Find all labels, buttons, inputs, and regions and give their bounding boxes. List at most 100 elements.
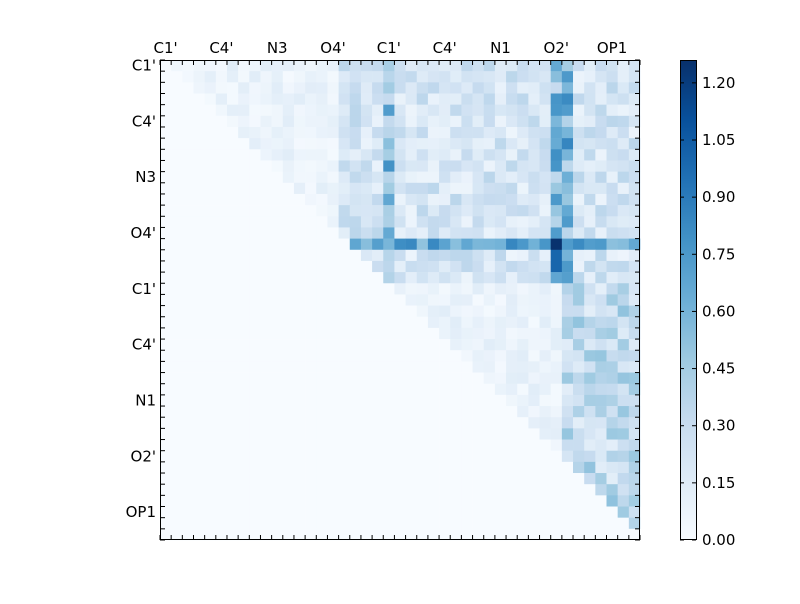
heatmap-cell: [439, 417, 451, 429]
heatmap-cell: [226, 294, 239, 306]
heatmap-cell: [573, 305, 585, 318]
heatmap-cell: [204, 193, 217, 206]
heatmap-cell: [595, 406, 607, 418]
heatmap-cell: [249, 473, 261, 485]
heatmap-cell: [383, 182, 395, 195]
heatmap-cell: [494, 60, 507, 72]
heatmap-cell: [617, 104, 630, 117]
heatmap-cell: [316, 160, 328, 172]
heatmap-cell: [550, 361, 563, 373]
heatmap-cell: [550, 428, 563, 440]
heatmap-cell: [160, 339, 172, 351]
heatmap-cell: [472, 283, 485, 295]
heatmap-cell: [238, 473, 250, 485]
heatmap-cell: [472, 339, 485, 351]
heatmap-cell: [628, 238, 641, 251]
heatmap-cell: [349, 528, 362, 541]
heatmap-cell: [606, 461, 618, 474]
heatmap-cell: [405, 394, 418, 407]
heatmap-cell: [494, 316, 507, 329]
heatmap-cell: [561, 406, 574, 418]
heatmap-cell: [439, 126, 451, 139]
heatmap-cell: [327, 383, 339, 396]
heatmap-cell: [528, 339, 540, 351]
heatmap-cell: [617, 495, 630, 507]
heatmap-cell: [293, 495, 306, 507]
heatmap-cell: [628, 372, 641, 385]
y-tick-label: C4': [132, 112, 156, 130]
heatmap-cell: [606, 327, 618, 340]
heatmap-cell: [182, 71, 194, 83]
heatmap-cell: [450, 71, 462, 83]
heatmap-cell: [606, 294, 618, 306]
heatmap-cell: [349, 316, 362, 329]
heatmap-cell: [517, 227, 529, 239]
heatmap-cell: [483, 160, 496, 172]
heatmap-cell: [305, 372, 317, 385]
heatmap-cell: [316, 227, 328, 239]
heatmap-cell: [416, 528, 429, 541]
heatmap-cell: [327, 450, 339, 463]
heatmap-cell: [193, 461, 205, 474]
heatmap-cell: [215, 394, 228, 407]
heatmap-cell: [360, 283, 373, 295]
heatmap-cell: [293, 394, 306, 407]
heatmap-cell: [528, 126, 540, 139]
heatmap-cell: [327, 272, 339, 284]
heatmap-cell: [573, 171, 585, 184]
heatmap-cell: [617, 294, 630, 306]
heatmap-cell: [550, 305, 563, 318]
heatmap-cell: [249, 506, 261, 518]
heatmap-cell: [394, 193, 406, 206]
heatmap-cell: [338, 528, 351, 541]
heatmap-cell: [372, 149, 384, 161]
heatmap-cell: [282, 361, 295, 373]
heatmap-cell: [472, 238, 485, 251]
heatmap-cell: [416, 193, 429, 206]
heatmap-cell: [182, 339, 194, 351]
heatmap-cell: [450, 394, 462, 407]
heatmap-cell: [506, 372, 518, 385]
heatmap-cell: [628, 528, 641, 541]
heatmap-cell: [606, 506, 618, 518]
heatmap-cell: [316, 182, 328, 195]
heatmap-cell: [171, 450, 183, 463]
heatmap-cell: [550, 417, 563, 429]
heatmap-cell: [260, 383, 272, 396]
heatmap-cell: [539, 495, 551, 507]
heatmap-cell: [439, 60, 451, 72]
heatmap-cell: [539, 160, 551, 172]
heatmap-cell: [260, 361, 272, 373]
heatmap-cell: [595, 439, 607, 451]
heatmap-cell: [405, 238, 418, 251]
heatmap-cell: [405, 193, 418, 206]
heatmap-cell: [260, 450, 272, 463]
heatmap-cell: [271, 406, 284, 418]
heatmap-cell: [193, 316, 205, 329]
heatmap-cell: [405, 104, 418, 117]
heatmap-cell: [439, 182, 451, 195]
heatmap-cell: [461, 361, 473, 373]
heatmap-cell: [550, 171, 563, 184]
heatmap-cell: [204, 450, 217, 463]
heatmap-cell: [517, 238, 529, 251]
heatmap-cell: [249, 461, 261, 474]
y-tick-label: O4': [131, 224, 156, 242]
heatmap-cell: [528, 406, 540, 418]
heatmap-cell: [226, 528, 239, 541]
heatmap-cell: [528, 216, 540, 228]
heatmap-cell: [316, 104, 328, 117]
heatmap-cell: [405, 473, 418, 485]
heatmap-cell: [260, 294, 272, 306]
heatmap-cell: [561, 350, 574, 362]
heatmap-cell: [360, 428, 373, 440]
heatmap-cell: [427, 249, 440, 262]
heatmap-cell: [271, 316, 284, 329]
heatmap-cell: [327, 495, 339, 507]
heatmap-cell: [282, 350, 295, 362]
heatmap-cell: [238, 126, 250, 139]
heatmap-cell: [528, 82, 540, 94]
heatmap-cell: [472, 406, 485, 418]
heatmap-cell: [193, 126, 205, 139]
heatmap-cell: [282, 528, 295, 541]
